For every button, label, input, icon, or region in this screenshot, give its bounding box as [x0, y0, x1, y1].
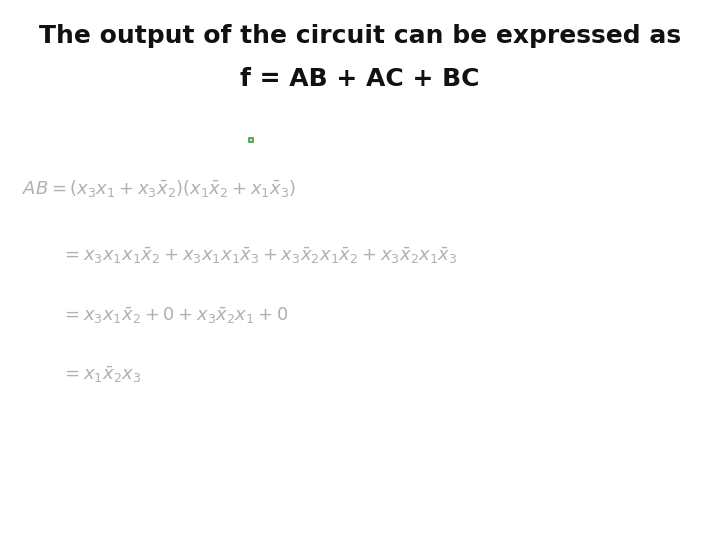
Text: AB: AB — [0, 539, 1, 540]
Text: f = AB + AC + BC: f = AB + AC + BC — [240, 68, 480, 91]
FancyBboxPatch shape — [248, 138, 253, 142]
Text: $AB = (x_3 x_1 + x_3\bar{x}_2)(x_1\bar{x}_2 + x_1\bar{x}_3)$: $AB = (x_3 x_1 + x_3\bar{x}_2)(x_1\bar{x… — [22, 178, 296, 199]
Text: $= x_3 x_1\bar{x}_2 + 0 + x_3\bar{x}_2 x_1 + 0$: $= x_3 x_1\bar{x}_2 + 0 + x_3\bar{x}_2 x… — [61, 305, 289, 326]
Text: $= x_3 x_1 x_1\bar{x}_2 + x_3 x_1 x_1\bar{x}_3 + x_3\bar{x}_2 x_1\bar{x}_2 + x_3: $= x_3 x_1 x_1\bar{x}_2 + x_3 x_1 x_1\ba… — [61, 246, 458, 266]
Text: f =: f = — [0, 539, 1, 540]
Text: The output of the circuit can be expressed as: The output of the circuit can be express… — [39, 24, 681, 48]
Text: $= x_1\bar{x}_2 x_3$: $= x_1\bar{x}_2 x_3$ — [61, 364, 141, 385]
